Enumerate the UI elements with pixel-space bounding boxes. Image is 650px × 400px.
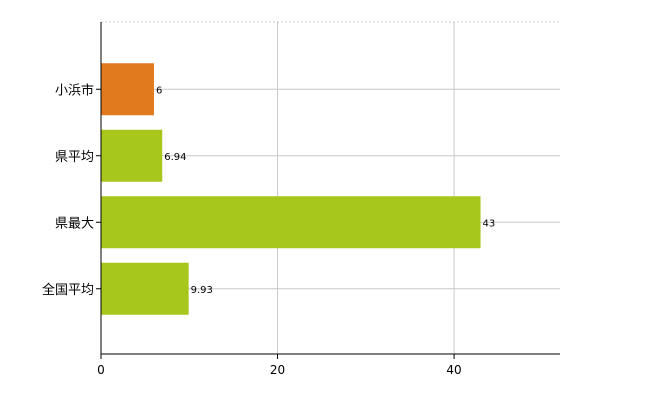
x-tick-label: 20 [270, 363, 285, 377]
category-label: 全国平均 [42, 282, 94, 298]
data-label: 9.93 [191, 285, 213, 296]
bar [101, 262, 189, 315]
axes [96, 22, 560, 359]
labels: 0 20 40 小浜市 6 県平均 6.94 県最大 43 全国平均 9.93 [42, 82, 495, 377]
category-label: 小浜市 [55, 82, 94, 98]
category-label: 県平均 [55, 150, 94, 165]
data-label: 6 [156, 85, 162, 96]
x-tick-label: 0 [97, 363, 105, 377]
bars [101, 63, 481, 315]
data-label: 43 [483, 218, 496, 229]
category-label: 県最大 [55, 216, 94, 231]
bar [101, 129, 163, 182]
bar [101, 196, 481, 249]
data-label: 6.94 [164, 152, 186, 163]
bar [101, 63, 154, 116]
x-tick-label: 40 [446, 363, 461, 377]
